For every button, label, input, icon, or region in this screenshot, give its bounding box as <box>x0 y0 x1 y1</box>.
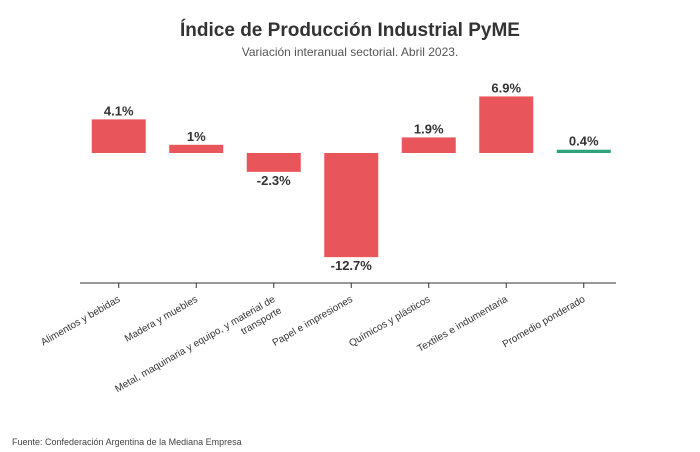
tick-label-line: Promedio ponderado <box>501 294 588 350</box>
data-label: -12.7% <box>331 258 373 273</box>
data-label: 6.9% <box>491 80 521 95</box>
source-note: Fuente: Confederación Argentina de la Me… <box>12 437 242 447</box>
tick-label-line: Químicos y plásticos <box>347 294 432 349</box>
bar <box>324 153 379 258</box>
data-label: 0.4% <box>569 134 599 149</box>
tick-label: Promedio ponderado <box>501 294 588 350</box>
chart-subtitle: Variación interanual sectorial. Abril 20… <box>241 45 459 59</box>
tick-label-line: Metal, maquinaria y equipo, y material d… <box>113 294 277 395</box>
chart-title: Índice de Producción Industrial PyME <box>180 20 520 41</box>
tick-label: Papel e impresiones <box>271 294 355 349</box>
tick-label: Químicos y plásticos <box>347 294 432 349</box>
data-label: 1% <box>187 129 206 144</box>
data-label: 4.1% <box>104 103 134 118</box>
tick-label: Metal, maquinaria y equipo, y material d… <box>113 294 284 395</box>
data-label: 1.9% <box>414 121 444 136</box>
bar <box>556 149 611 153</box>
bar <box>246 153 301 172</box>
data-label: -2.3% <box>257 173 291 188</box>
bar <box>401 137 456 153</box>
tick-label-line: Madera y muebles <box>123 294 200 345</box>
bar <box>169 144 224 153</box>
tick-label-line: Papel e impresiones <box>271 294 355 349</box>
tick-label-line: Alimentos y bebidas <box>39 294 122 348</box>
tick-label: Alimentos y bebidas <box>39 294 122 348</box>
bar <box>479 96 534 153</box>
bar <box>91 119 146 153</box>
tick-label: Madera y muebles <box>123 294 200 345</box>
